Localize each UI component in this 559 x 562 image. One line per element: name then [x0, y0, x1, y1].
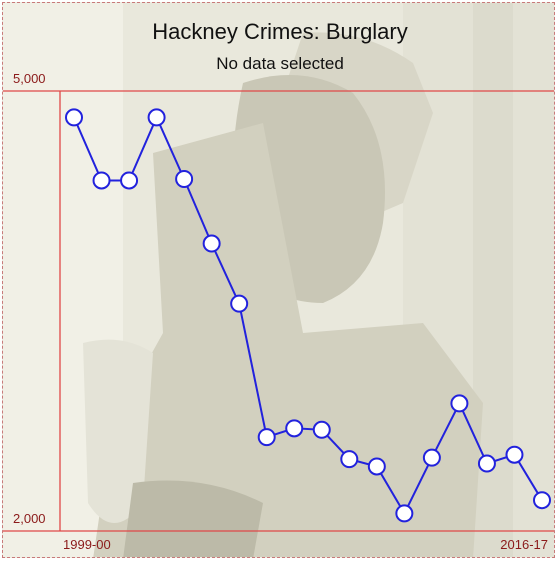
data-point[interactable] [422, 448, 441, 467]
x-end-label: 2016-17 [500, 537, 548, 552]
data-point[interactable] [257, 428, 276, 447]
data-point[interactable] [65, 108, 83, 127]
chart-title: Hackney Crimes: Burglary [152, 19, 408, 44]
data-point[interactable] [120, 171, 139, 190]
data-point[interactable] [175, 170, 194, 188]
y-min-label: 2,000 [13, 511, 46, 526]
x-start-label: 1999-00 [63, 537, 111, 552]
y-max-label: 5,000 [13, 71, 46, 86]
data-point[interactable] [340, 450, 359, 469]
series-line [73, 114, 543, 516]
data-point[interactable] [285, 419, 304, 438]
data-point[interactable] [92, 171, 111, 190]
data-point[interactable] [230, 294, 249, 313]
chart-subtitle: No data selected [216, 54, 344, 73]
data-point[interactable] [533, 491, 551, 510]
data-point[interactable] [147, 108, 166, 127]
data-point[interactable] [505, 445, 524, 464]
data-point[interactable] [202, 234, 221, 253]
data-point[interactable] [477, 454, 496, 473]
data-point[interactable] [367, 457, 386, 476]
background-photo [3, 3, 554, 557]
data-point[interactable] [312, 420, 331, 439]
series-layer [65, 108, 551, 523]
burglary-line-chart: Hackney Crimes: Burglary No data selecte… [3, 3, 554, 557]
data-point[interactable] [450, 394, 469, 413]
data-point[interactable] [395, 504, 414, 523]
chart-frame: Hackney Crimes: Burglary No data selecte… [2, 2, 555, 558]
